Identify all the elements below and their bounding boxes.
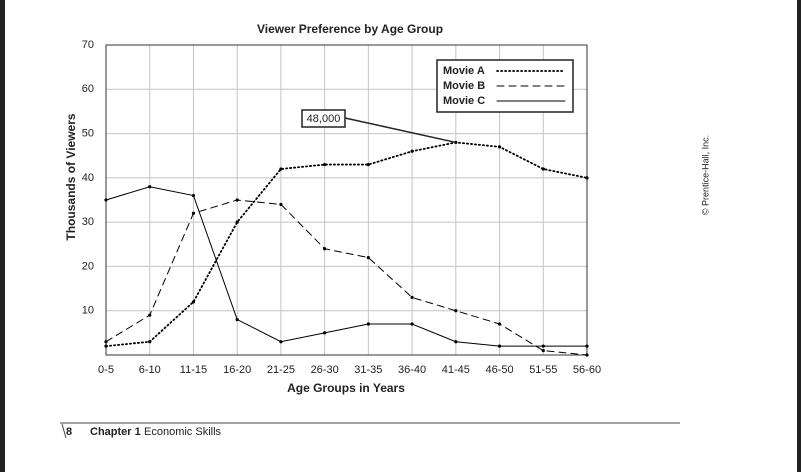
data-point xyxy=(410,322,414,326)
data-point xyxy=(191,193,196,198)
data-point xyxy=(279,202,283,207)
series-line xyxy=(105,199,588,356)
data-point xyxy=(279,340,283,344)
y-tick-label: 70 xyxy=(82,39,94,51)
x-tick-label: 36-40 xyxy=(398,364,426,376)
y-axis-title: Thousands of Viewers xyxy=(64,113,78,240)
data-point xyxy=(497,322,502,326)
data-point xyxy=(366,322,370,326)
footer-tab xyxy=(61,423,67,439)
copyright: © Prentice-Hall, Inc. xyxy=(700,135,710,215)
x-tick-label: 46-50 xyxy=(485,364,513,376)
page-number: 8 xyxy=(66,426,72,438)
data-point xyxy=(235,198,239,202)
data-point xyxy=(454,309,458,313)
data-point xyxy=(148,313,152,317)
y-tick-label: 50 xyxy=(82,127,94,139)
annotation-box xyxy=(301,109,346,128)
data-point xyxy=(323,331,327,335)
y-tick-label: 30 xyxy=(82,216,94,228)
y-tick-label: 60 xyxy=(82,83,94,95)
x-tick-label: 16-20 xyxy=(223,364,251,376)
x-tick-label: 41-45 xyxy=(442,364,470,376)
data-point xyxy=(410,149,414,153)
x-tick-label: 11-15 xyxy=(180,364,207,376)
x-axis-title: Age Groups in Years xyxy=(287,381,405,395)
y-tick-label: 10 xyxy=(82,305,94,317)
data-point xyxy=(497,344,502,348)
left-edge xyxy=(0,0,5,472)
data-point xyxy=(235,220,239,224)
data-point xyxy=(366,162,370,167)
series-line xyxy=(105,186,588,347)
data-point xyxy=(366,255,370,260)
data-point xyxy=(585,353,589,357)
legend-label: Movie C xyxy=(443,95,485,107)
data-point xyxy=(235,317,239,322)
x-tick-label: 56-60 xyxy=(573,364,601,376)
legend-label: Movie A xyxy=(443,65,485,77)
series-line xyxy=(105,141,588,348)
annotation: 48,000 xyxy=(307,113,341,125)
data-point xyxy=(191,300,196,304)
x-tick-label: 26-30 xyxy=(311,364,339,376)
y-tick-label: 40 xyxy=(82,172,94,184)
data-point xyxy=(148,185,152,189)
y-tick-label: 20 xyxy=(82,260,94,272)
section: Economic Skills xyxy=(144,426,222,438)
data-point xyxy=(585,344,589,348)
x-tick-label: 6-10 xyxy=(139,364,161,376)
chart-title: Viewer Preference by Age Group xyxy=(257,22,443,36)
data-point xyxy=(541,348,545,353)
right-edge xyxy=(797,0,801,472)
data-point xyxy=(191,211,196,215)
data-point xyxy=(497,145,502,149)
data-point xyxy=(104,198,108,202)
data-point xyxy=(541,167,545,171)
x-tick-label: 0-5 xyxy=(98,364,114,376)
data-point xyxy=(104,340,108,344)
data-point xyxy=(279,167,283,171)
chapter: Chapter 1 xyxy=(90,426,141,438)
data-point xyxy=(323,247,327,251)
annotation-pointer xyxy=(344,117,456,144)
x-tick-label: 31-35 xyxy=(354,364,382,376)
x-tick-label: 51-55 xyxy=(529,364,557,376)
data-point xyxy=(454,340,458,344)
x-tick-label: 21-25 xyxy=(267,364,295,376)
data-point xyxy=(541,344,545,348)
data-point xyxy=(148,340,152,344)
data-point xyxy=(585,176,589,180)
data-point xyxy=(104,344,108,348)
data-point xyxy=(323,162,327,167)
legend-label: Movie B xyxy=(443,80,485,92)
data-point xyxy=(410,295,414,300)
